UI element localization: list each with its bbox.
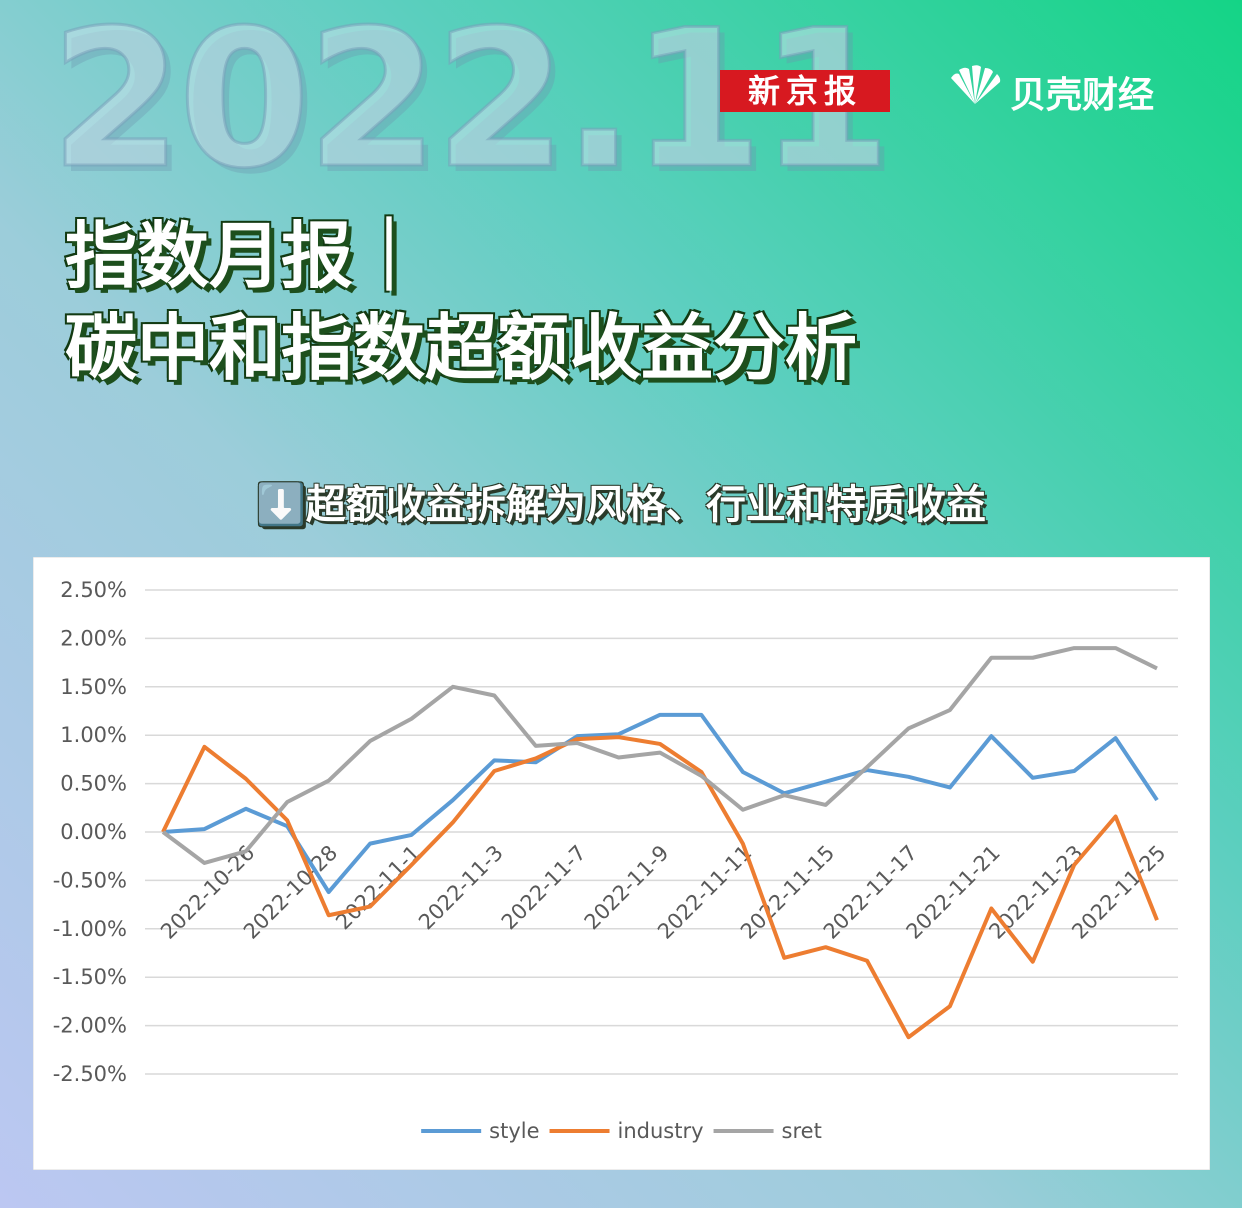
y-tick-label: -2.00%	[53, 1014, 127, 1038]
logo-icon	[951, 65, 1001, 104]
series-line	[161, 646, 1158, 865]
y-tick-label: 2.00%	[60, 626, 127, 650]
y-tick-label: -1.00%	[53, 917, 127, 941]
subtitle: ⬇️超额收益拆解为风格、行业和特质收益	[256, 482, 986, 528]
legend-label: industry	[618, 1119, 704, 1143]
y-tick-label: -2.50%	[53, 1062, 127, 1086]
legend-label: sret	[782, 1119, 822, 1143]
legend-label: style	[489, 1119, 539, 1143]
y-tick-label: 1.00%	[60, 723, 127, 747]
y-tick-label: 0.00%	[60, 820, 127, 844]
chart: -2.50% -2.00% -1.50% -1.00% -0.50% 0.00% 0.50%…	[33, 557, 1210, 1170]
y-tick-label: 2.50%	[60, 578, 127, 602]
title-line: 碳中和指数超额收益分析	[65, 306, 858, 390]
title-line: 指数月报｜	[65, 214, 426, 298]
logo-text: 贝壳财经	[1010, 75, 1155, 116]
y-tick-label: -1.50%	[53, 965, 127, 989]
series-line	[161, 735, 1159, 1040]
y-tick-label: 1.50%	[60, 675, 127, 699]
y-tick-label: -0.50%	[53, 868, 127, 892]
series-line	[162, 712, 1159, 895]
y-tick-label: 0.50%	[60, 772, 127, 796]
brand-badge: 新京报	[720, 70, 890, 112]
